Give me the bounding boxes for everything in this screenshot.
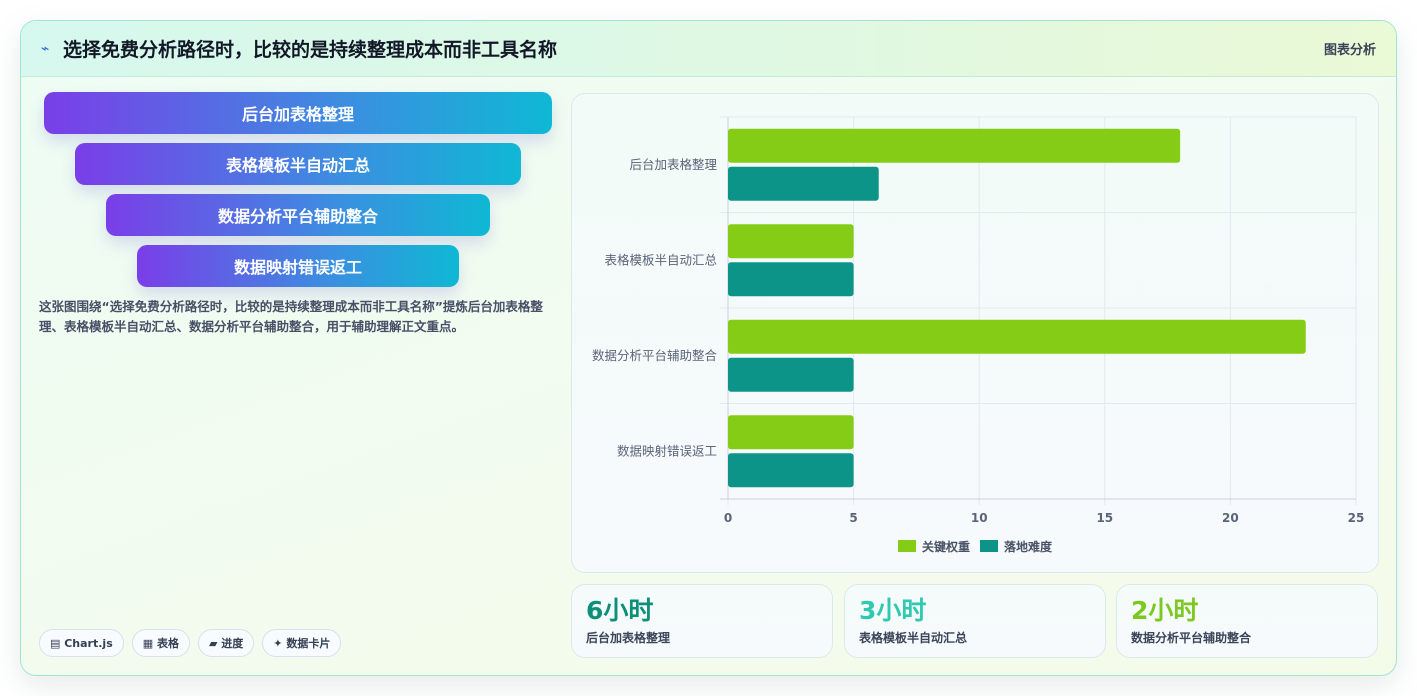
chip-data-card[interactable]: ✦ 数据卡片 bbox=[262, 629, 342, 657]
bar bbox=[728, 415, 854, 450]
main-card: ⌁ 选择免费分析路径时，比较的是持续整理成本而非工具名称 图表分析 后台加表格整… bbox=[20, 20, 1397, 676]
funnel-item-label: 后台加表格整理 bbox=[241, 105, 354, 124]
y-tick-label: 数据分析平台辅助整合 bbox=[592, 348, 718, 363]
stat-label: 数据分析平台辅助整合 bbox=[1131, 631, 1252, 645]
chip-chartjs[interactable]: ▤ Chart.js bbox=[39, 629, 124, 657]
chip-label: Chart.js bbox=[64, 636, 113, 650]
chart-analysis-tag: 图表分析 bbox=[1323, 43, 1376, 58]
chip-label: 数据卡片 bbox=[286, 637, 331, 650]
bar-chart: 0 5 10 15 20 25 后台加表格整理表格模板半自动汇总数据分析平台辅助整合数据映射… bbox=[592, 116, 1365, 554]
x-tick-label: 10 bbox=[971, 511, 988, 525]
bar bbox=[728, 357, 854, 392]
bar bbox=[728, 453, 854, 488]
funnel-item: 数据分析平台辅助整合 bbox=[106, 194, 490, 236]
stat-label: 后台加表格整理 bbox=[586, 631, 671, 645]
lightning-icon: ⌁ bbox=[41, 40, 50, 57]
stat-value: 6小时 bbox=[586, 596, 654, 625]
bar bbox=[728, 224, 854, 259]
table-icon: ▦ bbox=[142, 636, 157, 650]
stat-value: 3小时 bbox=[859, 596, 927, 625]
stat-card: 3小时 表格模板半自动汇总 bbox=[844, 584, 1106, 658]
bar bbox=[728, 128, 1181, 163]
legend-swatch bbox=[898, 540, 916, 552]
legend-label: 落地难度 bbox=[1004, 539, 1053, 554]
header: ⌁ 选择免费分析路径时，比较的是持续整理成本而非工具名称 图表分析 bbox=[21, 21, 1396, 77]
stat-card: 2小时 数据分析平台辅助整合 bbox=[1116, 584, 1378, 658]
legend-label: 关键权重 bbox=[922, 539, 970, 554]
bar bbox=[728, 319, 1306, 354]
x-tick-label: 5 bbox=[849, 511, 857, 525]
chart-icon: ▤ bbox=[50, 636, 65, 650]
x-tick-label: 15 bbox=[1096, 511, 1113, 525]
x-tick-label: 25 bbox=[1348, 511, 1365, 525]
progress-icon: ▰ bbox=[208, 636, 222, 650]
chip-row: ▤ Chart.js ▦ 表格 ▰ 进度 ✦ 数据卡片 bbox=[39, 629, 342, 657]
funnel-item-label: 数据分析平台辅助整合 bbox=[217, 207, 378, 226]
y-tick-label: 后台加表格整理 bbox=[629, 157, 717, 172]
stat-label: 表格模板半自动汇总 bbox=[859, 631, 968, 645]
funnel-item: 后台加表格整理 bbox=[44, 92, 552, 134]
page-title: 选择免费分析路径时，比较的是持续整理成本而非工具名称 bbox=[63, 39, 558, 61]
stat-value: 2小时 bbox=[1131, 596, 1199, 625]
bar bbox=[728, 262, 854, 297]
stat-card: 6小时 后台加表格整理 bbox=[571, 584, 833, 658]
chip-progress[interactable]: ▰ 进度 bbox=[197, 629, 255, 657]
chart-panel: 0 5 10 15 20 25 后台加表格整理表格模板半自动汇总数据分析平台辅助整合数据映射… bbox=[571, 93, 1379, 573]
chip-label: 进度 bbox=[221, 637, 244, 650]
x-tick-label: 20 bbox=[1222, 511, 1239, 525]
sparkle-icon: ✦ bbox=[273, 636, 287, 650]
y-tick-label: 数据映射错误返工 bbox=[617, 443, 717, 458]
legend-swatch bbox=[980, 540, 998, 552]
y-tick-label: 表格模板半自动汇总 bbox=[604, 252, 717, 267]
funnel-item-label: 数据映射错误返工 bbox=[233, 258, 362, 277]
description: 这张图围绕“选择免费分析路径时，比较的是持续整理成本而非工具名称”提炼后台加表格… bbox=[39, 299, 543, 334]
x-tick-label: 0 bbox=[724, 511, 732, 525]
chip-label: 表格 bbox=[156, 637, 179, 650]
funnel-item-label: 表格模板半自动汇总 bbox=[225, 156, 370, 175]
funnel-item: 数据映射错误返工 bbox=[137, 245, 459, 287]
chip-table[interactable]: ▦ 表格 bbox=[131, 629, 190, 657]
bar bbox=[728, 166, 879, 201]
funnel-item: 表格模板半自动汇总 bbox=[75, 143, 521, 185]
